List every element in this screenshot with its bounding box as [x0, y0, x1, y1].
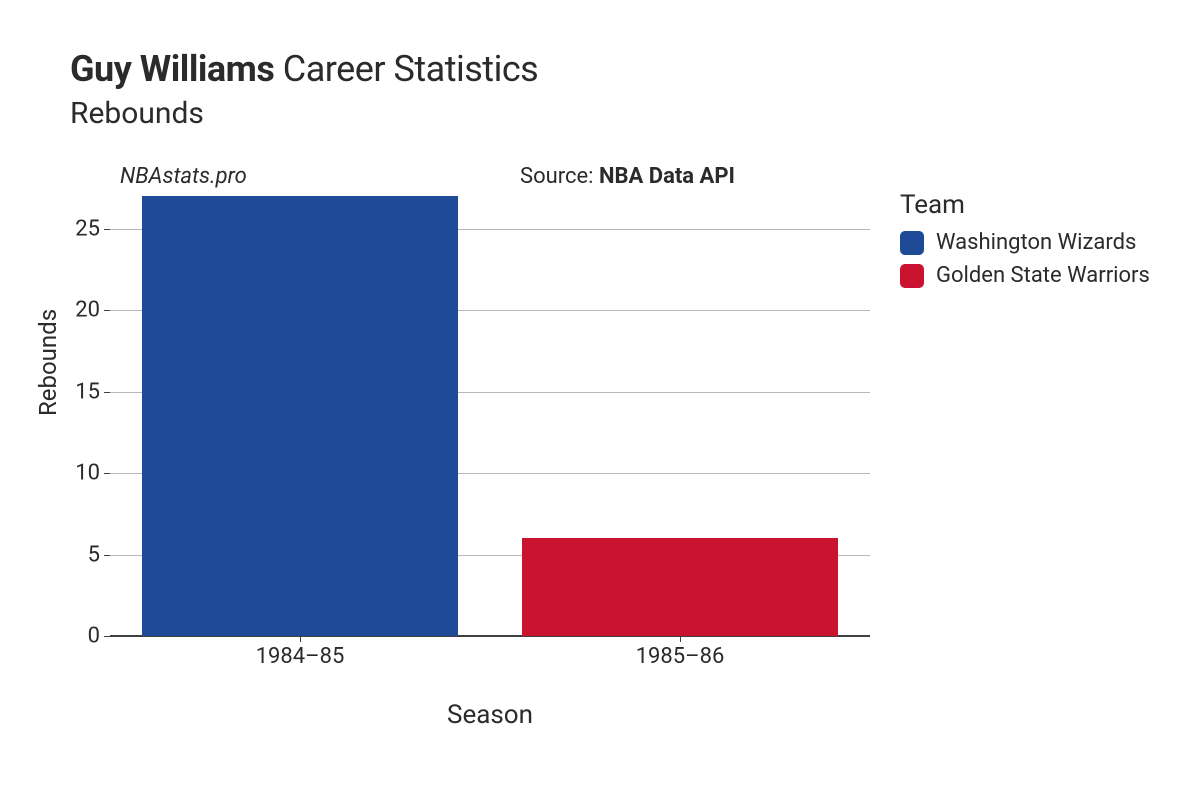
plot-area: 05101520251984–851985–86	[110, 196, 870, 636]
bar	[142, 196, 457, 636]
x-tick-label: 1984–85	[256, 644, 345, 669]
y-tick-mark	[104, 473, 110, 474]
legend: Team Washington Wizards Golden State War…	[900, 190, 1150, 296]
title-player: Guy Williams	[70, 48, 274, 90]
y-tick-label: 5	[50, 542, 100, 567]
watermark: NBAstats.pro	[120, 164, 247, 189]
x-tick-mark	[680, 636, 681, 642]
y-tick-label: 15	[50, 379, 100, 404]
legend-item: Washington Wizards	[900, 230, 1150, 255]
legend-title: Team	[900, 190, 1150, 220]
source-attribution: Source: NBA Data API	[520, 164, 735, 189]
y-tick-mark	[104, 229, 110, 230]
y-tick-mark	[104, 310, 110, 311]
chart-title-block: Guy Williams Career Statistics Rebounds	[70, 48, 538, 131]
chart-title: Guy Williams Career Statistics	[70, 48, 538, 90]
legend-label: Golden State Warriors	[936, 263, 1150, 288]
bar	[522, 538, 837, 636]
title-suffix: Career Statistics	[283, 48, 539, 90]
y-tick-mark	[104, 392, 110, 393]
x-tick-mark	[300, 636, 301, 642]
source-prefix: Source:	[520, 164, 599, 189]
y-tick-label: 25	[50, 216, 100, 241]
chart-container: Guy Williams Career Statistics Rebounds …	[0, 0, 1200, 800]
y-tick-label: 10	[50, 461, 100, 486]
source-name: NBA Data API	[599, 164, 735, 189]
y-tick-mark	[104, 636, 110, 637]
legend-item: Golden State Warriors	[900, 263, 1150, 288]
y-tick-label: 20	[50, 298, 100, 323]
x-axis-label: Season	[0, 700, 980, 730]
legend-label: Washington Wizards	[936, 230, 1136, 255]
y-tick-label: 0	[50, 624, 100, 649]
legend-swatch	[900, 264, 924, 288]
y-tick-mark	[104, 555, 110, 556]
legend-swatch	[900, 231, 924, 255]
chart-subtitle: Rebounds	[70, 96, 538, 131]
x-tick-label: 1985–86	[636, 644, 725, 669]
